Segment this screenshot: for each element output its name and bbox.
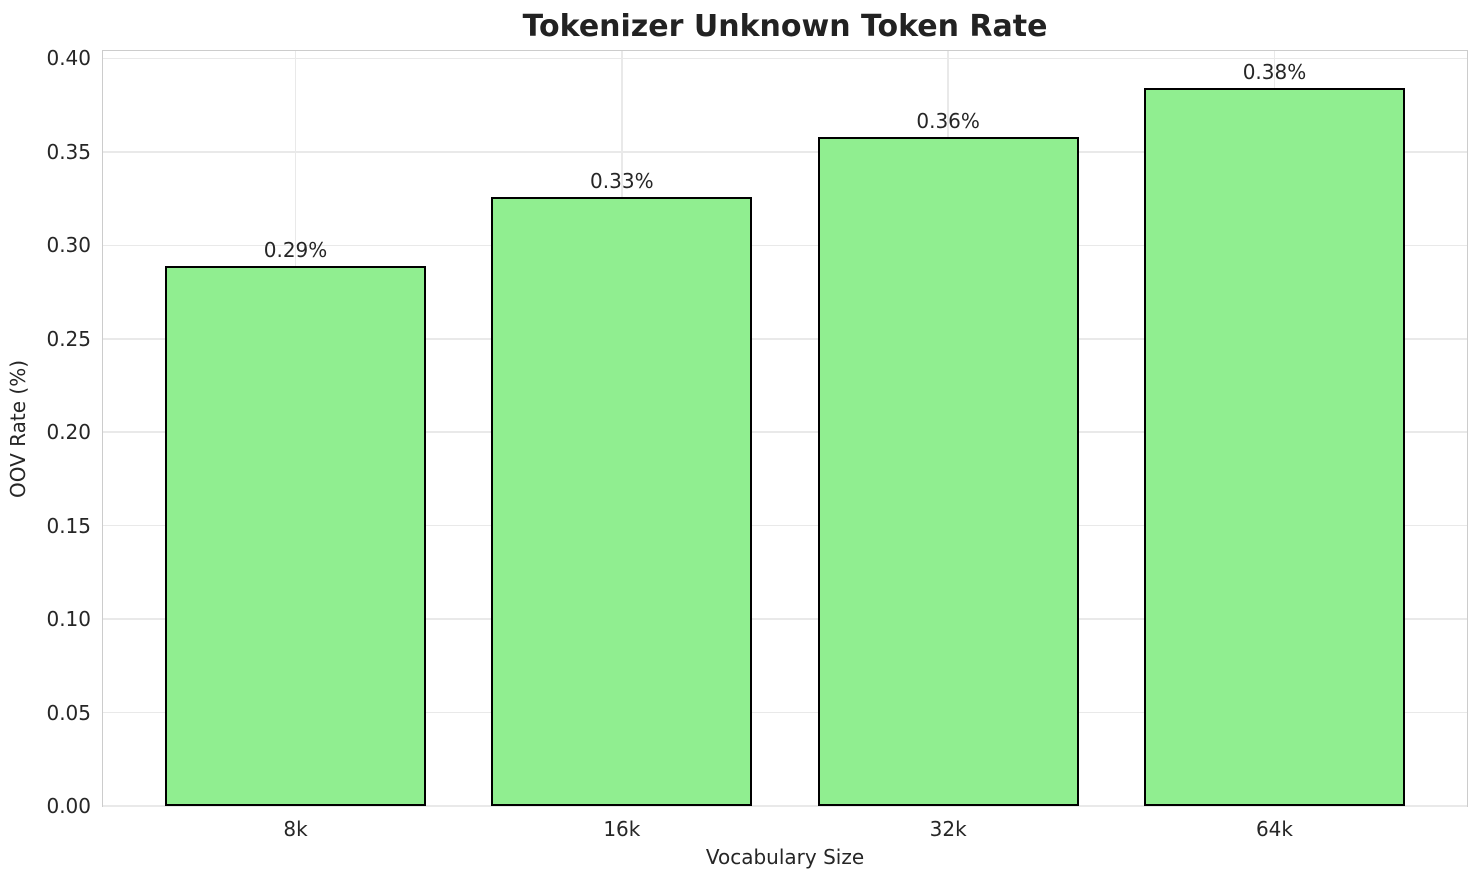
y-tick-0.35: 0.35: [46, 139, 91, 164]
chart-title: Tokenizer Unknown Token Rate: [522, 9, 1048, 44]
y-tick-0.05: 0.05: [46, 700, 91, 725]
y-tick-0.10: 0.10: [46, 607, 91, 632]
y-tick-0.20: 0.20: [46, 420, 91, 445]
y-tick-0.40: 0.40: [46, 46, 91, 71]
bar-label-64k: 0.38%: [1242, 60, 1307, 85]
y-gridline-0.05: [103, 711, 1467, 714]
y-gridline-0.15: [103, 524, 1467, 527]
x-tick-8k: 8k: [283, 817, 308, 841]
x-tick-16k: 16k: [603, 817, 641, 841]
bar-label-8k: 0.29%: [263, 237, 328, 262]
y-gridline-0.40: [103, 57, 1467, 60]
y-gridline-0.30: [103, 244, 1467, 247]
y-gridline-0.10: [103, 618, 1467, 620]
y-gridline-0.00: [103, 805, 1467, 807]
y-tick-0.15: 0.15: [46, 513, 91, 538]
y-axis-label-wrap: OOV Rate (%): [0, 51, 36, 806]
bar-64k: [1143, 88, 1405, 806]
y-gridline-0.25: [103, 338, 1467, 340]
bar-32k: [817, 136, 1079, 806]
bar-label-16k: 0.33%: [590, 168, 654, 193]
y-gridline-0.20: [103, 431, 1467, 433]
x-tick-32k: 32k: [929, 817, 967, 841]
bar-8k: [165, 265, 427, 806]
bar-16k: [491, 196, 753, 806]
x-axis-label: Vocabulary Size: [705, 845, 865, 869]
x-tick-64k: 64k: [1255, 817, 1293, 841]
y-tick-0.25: 0.25: [46, 326, 91, 351]
bar-label-32k: 0.36%: [916, 108, 980, 133]
y-axis-label: OOV Rate (%): [6, 359, 30, 498]
y-tick-0.00: 0.00: [46, 794, 91, 818]
y-gridline-0.35: [103, 151, 1467, 153]
y-tick-0.30: 0.30: [46, 233, 91, 258]
